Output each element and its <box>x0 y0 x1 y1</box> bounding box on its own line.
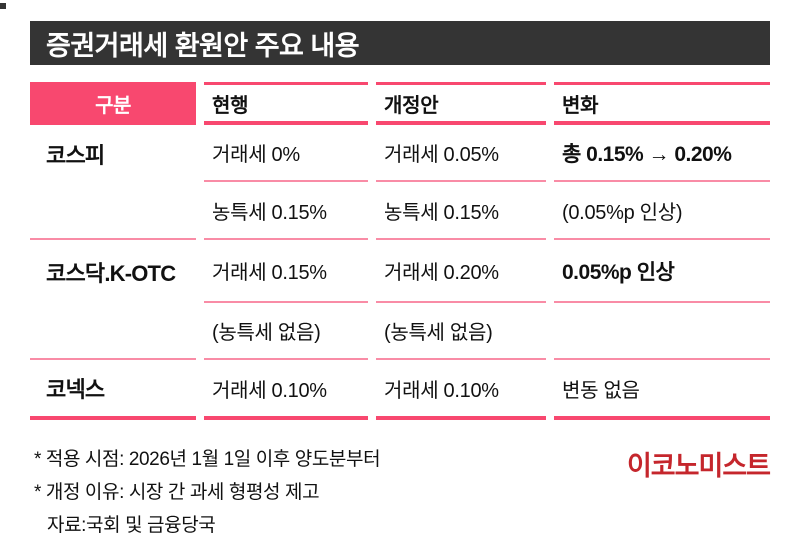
tax-table: 구분 현행 개정안 변화 코스피 거래세 0% 거래세 0.05% 총 0.15… <box>30 82 770 420</box>
cell-revised: 농특세 0.15% <box>376 182 546 240</box>
title-bar: 증권거래세 환원안 주요 내용 <box>30 21 770 65</box>
cell-change: 총 0.15% → 0.20% <box>554 125 770 182</box>
footnotes: * 적용 시점: 2026년 1월 1일 이후 양도분부터 * 개정 이유: 시… <box>34 443 381 542</box>
footnote-revision-reason: * 개정 이유: 시장 간 과세 형평성 제고 <box>34 482 320 503</box>
table-row-kospi-tax: 코스피 거래세 0% 거래세 0.05% 총 0.15% → 0.20% <box>30 125 770 182</box>
cell-revised: 거래세 0.05% <box>376 125 546 182</box>
row-label: 코스닥.K-OTC <box>46 260 176 286</box>
cell-current: 거래세 0.15% <box>204 240 368 303</box>
table-row-konex-tax: 코넥스 거래세 0.10% 거래세 0.10% 변동 없음 <box>30 360 770 420</box>
cell-change <box>554 303 770 360</box>
cell-current: 농특세 0.15% <box>204 182 368 240</box>
row-label <box>30 182 196 240</box>
cell-current: (농특세 없음) <box>204 303 368 360</box>
header-row: 구분 현행 개정안 변화 <box>30 82 770 125</box>
cell-change: 변동 없음 <box>554 360 770 420</box>
row-label: 코스피 <box>46 142 105 168</box>
table-row-kospi-surtax: 농특세 0.15% 농특세 0.15% (0.05%p 인상) <box>30 182 770 240</box>
cell-change: 0.05%p 인상 <box>554 240 770 303</box>
header-cell-category: 구분 <box>30 82 196 125</box>
source-note: 자료:국회 및 금융당국 <box>47 515 216 536</box>
footnote-application-date: * 적용 시점: 2026년 1월 1일 이후 양도분부터 <box>34 449 381 470</box>
cell-revised: 거래세 0.10% <box>376 360 546 420</box>
cell-current: 거래세 0% <box>204 125 368 182</box>
header-cell-change: 변화 <box>554 82 770 125</box>
cell-revised: (농특세 없음) <box>376 303 546 360</box>
cell-change: (0.05%p 인상) <box>554 182 770 240</box>
row-label <box>30 303 196 360</box>
cell-current: 거래세 0.10% <box>204 360 368 420</box>
page-title: 증권거래세 환원안 주요 내용 <box>46 30 360 61</box>
cell-revised: 거래세 0.20% <box>376 240 546 303</box>
header-cell-current: 현행 <box>204 82 368 125</box>
row-label: 코넥스 <box>30 360 196 420</box>
corner-artifact <box>0 3 6 9</box>
header-cell-revised: 개정안 <box>376 82 546 125</box>
table-row-kosdaq-surtax: (농특세 없음) (농특세 없음) <box>30 303 770 360</box>
publisher-logo: 이코노미스트 <box>626 451 771 481</box>
table-row-kosdaq-tax: 코스닥.K-OTC 거래세 0.15% 거래세 0.20% 0.05%p 인상 <box>30 240 770 303</box>
